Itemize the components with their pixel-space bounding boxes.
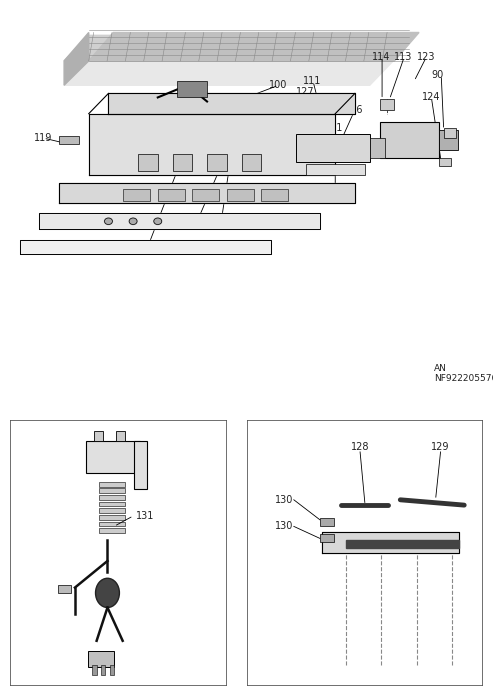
Bar [370,138,385,158]
Bar [138,154,158,171]
Bar [158,189,185,201]
Polygon shape [89,32,419,61]
Bar [99,482,125,486]
Text: 114: 114 [372,52,390,62]
Text: 118: 118 [175,146,193,156]
Text: 126: 126 [345,104,364,115]
Text: 128: 128 [351,442,369,452]
Bar [123,189,150,201]
Text: 127: 127 [296,88,315,97]
Bar [320,534,334,542]
Bar [134,441,146,489]
Bar [99,489,125,493]
Polygon shape [64,35,394,61]
Bar [92,665,97,676]
Bar [99,515,125,519]
Bar [306,164,365,174]
Bar [99,502,125,507]
Bar [177,81,207,97]
Bar [58,585,70,593]
Bar [86,441,140,473]
Bar [99,508,125,513]
Bar [439,130,458,150]
Bar [296,134,370,162]
Text: 130: 130 [275,495,293,505]
Circle shape [129,218,137,225]
Circle shape [105,218,112,225]
Polygon shape [59,183,355,203]
Bar [95,430,103,441]
Polygon shape [64,60,394,85]
Text: 103: 103 [113,108,132,119]
Text: 119: 119 [34,133,52,143]
Bar [320,519,334,526]
Text: 100: 100 [269,80,287,90]
Bar [101,665,106,676]
Bar [88,652,114,667]
Text: 105: 105 [222,136,241,146]
Polygon shape [39,213,320,230]
Circle shape [96,578,119,608]
Bar [227,189,254,201]
Polygon shape [89,113,335,174]
Text: 101: 101 [325,123,344,133]
Text: 111: 111 [303,76,321,86]
Bar [261,189,288,201]
Text: 123: 123 [417,52,435,62]
Polygon shape [322,532,459,553]
Text: 129: 129 [431,442,450,452]
Bar [380,122,439,158]
Bar [439,158,451,167]
Bar [192,189,219,201]
Circle shape [154,218,162,225]
Text: 125: 125 [286,97,305,107]
Text: 108: 108 [224,130,243,140]
Polygon shape [64,32,89,85]
Bar [59,136,79,144]
Text: 113: 113 [394,52,413,62]
Text: 90: 90 [431,70,444,80]
Text: AN
NF9222055765: AN NF9222055765 [434,364,493,383]
Bar [207,154,227,171]
Text: 130: 130 [275,522,293,531]
Bar [173,154,192,171]
Polygon shape [108,93,355,113]
Bar [444,128,456,138]
Text: 131: 131 [136,511,154,521]
Bar [99,495,125,500]
Text: 124: 124 [422,92,440,102]
Bar [99,528,125,533]
Bar [116,430,125,441]
Bar [242,154,261,171]
Polygon shape [20,239,271,254]
Bar [380,99,394,110]
Bar [109,665,114,676]
Polygon shape [346,540,459,547]
Bar [99,522,125,526]
